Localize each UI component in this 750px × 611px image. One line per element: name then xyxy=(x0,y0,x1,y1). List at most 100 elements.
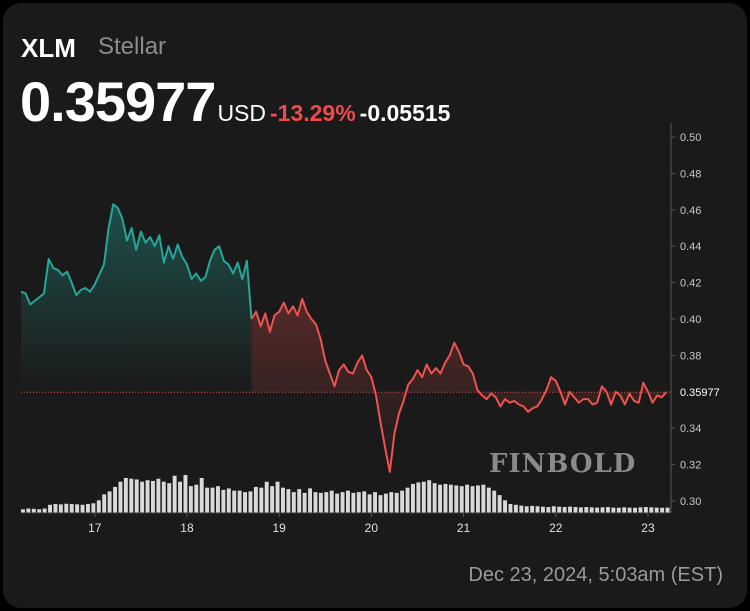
price-line-up xyxy=(20,203,253,320)
volume-bar xyxy=(48,504,52,513)
volume-bar xyxy=(606,507,610,513)
volume-bar xyxy=(416,482,421,513)
volume-bar xyxy=(188,486,193,513)
change-percent: -13.29% xyxy=(270,100,356,126)
x-tick-label: 18 xyxy=(180,521,194,533)
volume-bar xyxy=(80,504,85,513)
volume-bar xyxy=(427,480,432,513)
volume-bar xyxy=(465,484,470,513)
volume-bar xyxy=(21,509,25,513)
price-chart: 0.500.480.460.440.420.400.380.360.340.32… xyxy=(20,123,728,533)
volume-bar xyxy=(362,491,367,513)
volume-bar xyxy=(86,504,90,513)
volume-bar xyxy=(194,484,199,513)
volume-bar xyxy=(589,507,594,513)
volume-bar xyxy=(476,485,480,513)
volume-bar xyxy=(26,508,31,513)
x-tick-label: 22 xyxy=(549,521,563,533)
volume-bar xyxy=(448,484,453,513)
y-tick-label: 0.42 xyxy=(680,278,701,290)
volume-bar xyxy=(438,484,442,513)
volume-bar xyxy=(503,500,507,513)
volume-bar xyxy=(259,487,264,513)
volume-bar xyxy=(638,507,643,513)
volume-bar xyxy=(297,489,302,513)
volume-bar xyxy=(383,493,388,513)
volume-bar xyxy=(123,477,128,513)
volume-bar xyxy=(562,507,567,513)
volume-bar xyxy=(335,493,340,513)
volume-bar xyxy=(324,492,329,513)
volume-bar xyxy=(178,481,182,513)
ticker-symbol: XLM xyxy=(21,33,76,63)
axes: 0.500.480.460.440.420.400.380.360.340.32… xyxy=(21,123,728,533)
volume-bar xyxy=(373,492,377,513)
volume-bar xyxy=(291,492,296,513)
volume-bar xyxy=(573,507,578,513)
volume-bar xyxy=(519,505,524,513)
volume-bar xyxy=(313,492,318,513)
price-currency: USD xyxy=(217,100,266,126)
volume-bar xyxy=(302,492,307,513)
volume-bar xyxy=(102,494,107,513)
volume-bar xyxy=(237,490,242,513)
volume-bar xyxy=(232,490,237,513)
volume-bar xyxy=(454,485,459,513)
y-tick-label: 0.40 xyxy=(680,314,701,326)
volume-bar xyxy=(665,507,670,513)
volume-bar xyxy=(64,503,69,513)
volume-bar xyxy=(75,504,80,513)
volume-bar xyxy=(627,507,632,513)
volume-bar xyxy=(216,486,220,513)
volume-bar xyxy=(394,492,399,513)
x-tick-label: 19 xyxy=(272,521,286,533)
volume-bar xyxy=(37,509,42,513)
volume-bar xyxy=(611,507,616,513)
volume-bar xyxy=(541,506,545,513)
volume-bar xyxy=(308,488,312,513)
volume-bar xyxy=(346,490,350,513)
timestamp: Dec 23, 2024, 5:03am (EST) xyxy=(468,564,723,586)
volume-bar xyxy=(524,506,529,513)
volume-bar xyxy=(69,504,74,513)
y-tick-label: 0.34 xyxy=(680,423,701,435)
volume-bar xyxy=(183,475,188,513)
change-absolute: -0.05515 xyxy=(359,100,451,126)
volume-bar xyxy=(286,489,291,513)
x-tick-label: 23 xyxy=(641,521,655,533)
volume-bar xyxy=(546,507,551,513)
volume-bar xyxy=(443,483,448,513)
volume-bar xyxy=(405,487,410,513)
volume-bar xyxy=(340,492,345,513)
volume-bar xyxy=(616,507,621,513)
volume-bar xyxy=(270,486,275,513)
volume-bar xyxy=(53,504,58,513)
volume-bar xyxy=(145,480,150,513)
volume-bar xyxy=(633,507,637,513)
volume-bar xyxy=(226,488,231,513)
y-tick-label: 0.38 xyxy=(680,350,701,362)
volume-bar xyxy=(318,492,323,513)
volume-bar xyxy=(643,507,648,513)
volume-bar xyxy=(578,507,583,513)
volume-bar xyxy=(167,483,172,513)
volume-bar xyxy=(281,487,285,513)
price-label-bg xyxy=(672,384,728,401)
volume-bar xyxy=(243,492,247,513)
volume-bar xyxy=(264,481,269,513)
volume-bar xyxy=(600,507,605,513)
volume-bar xyxy=(367,494,372,513)
volume-bar xyxy=(156,478,161,513)
x-tick-label: 20 xyxy=(365,521,379,533)
price-row: 0.35977USD -13.29% -0.05515 xyxy=(20,69,450,134)
volume-bar xyxy=(140,481,145,513)
volume-bar xyxy=(113,486,117,513)
volume-bar xyxy=(389,492,394,513)
y-tick-label: 0.48 xyxy=(680,168,701,180)
volume-bar xyxy=(497,495,502,513)
volume-bar xyxy=(134,479,139,513)
volume-bar xyxy=(622,507,627,513)
finbold-watermark: FINBOLD xyxy=(489,449,636,479)
volume-bar xyxy=(400,490,405,513)
volume-bar xyxy=(378,495,383,513)
